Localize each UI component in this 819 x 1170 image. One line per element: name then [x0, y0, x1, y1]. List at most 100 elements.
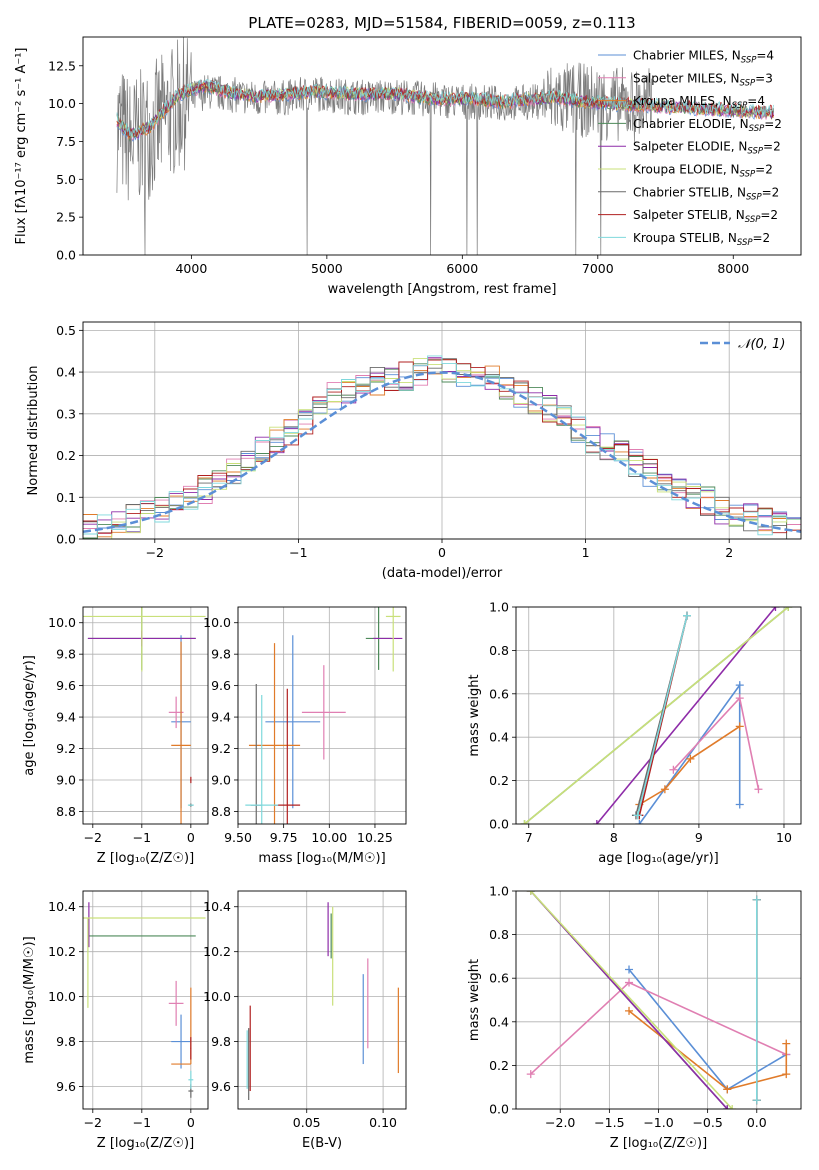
x-axis-label: Z [log₁₀(Z/Z☉)] [610, 1136, 707, 1151]
series-line [636, 615, 688, 816]
y-tick-label: 0.1 [56, 490, 76, 505]
y-tick-label: 10.2 [48, 944, 76, 959]
y-tick-label: 0.8 [489, 927, 509, 942]
y-tick-label: 0.0 [56, 532, 76, 547]
x-tick-label: 10.25 [357, 830, 393, 845]
series-marker [526, 1070, 535, 1079]
x-axis-label: wavelength [Angstrom, rest frame] [328, 282, 557, 297]
y-axis-label: mass weight [467, 959, 482, 1041]
spectrum-model-line [116, 79, 774, 139]
x-axis-label: Z [log₁₀(Z/Z☉)] [97, 851, 194, 866]
errorbar [171, 641, 191, 824]
errorbar [190, 1037, 192, 1060]
y-tick-label: 9.8 [56, 647, 76, 662]
errorbar [274, 688, 301, 824]
x-tick-label: 10 [776, 830, 792, 845]
y-tick-label: 0.6 [489, 686, 509, 701]
x-tick-label: −2 [84, 830, 102, 845]
panels: 4000 5000 6000 7000 80000.02.55.07.510.012.5… [14, 36, 802, 1151]
legend-label: Kroupa ELODIE, NSSP=2 [633, 163, 773, 180]
x-tick-label: 7 [525, 830, 533, 845]
axes-frame [82, 36, 802, 256]
x-tick-label: 8 [610, 830, 618, 845]
series-marker [625, 965, 634, 974]
x-tick-label: 10.00 [311, 830, 347, 845]
x-tick-label: 0.10 [369, 1115, 397, 1130]
x-tick-label: −0.5 [692, 1115, 722, 1130]
x-axis-label: age [log₁₀(age/yr)] [598, 851, 719, 866]
y-tick-label: 9.8 [211, 1034, 231, 1049]
errorbar [248, 643, 301, 824]
x-tick-label: 0.05 [293, 1115, 321, 1130]
plot-area-massweight-Z [526, 891, 791, 1109]
series-marker [728, 1105, 737, 1109]
y-tick-label: 10.0 [48, 96, 76, 111]
series-marker [735, 681, 744, 690]
errorbar [385, 607, 401, 672]
series-marker [520, 820, 529, 824]
plot-area-age-mass [245, 607, 403, 824]
series-marker [635, 820, 644, 824]
legend-label: 𝒩(0, 1) [738, 337, 785, 352]
axes-mass-EBV: 0.05 0.10 9.6 9.8 10.0 10.2 10.4 E(B-V) [203, 890, 407, 1151]
axes-frame [515, 606, 802, 825]
plot-area-spectrum [116, 37, 774, 255]
y-tick-label: 9.6 [211, 1079, 231, 1094]
axes-frame [515, 890, 802, 1110]
y-tick-label: 0.2 [489, 773, 509, 788]
x-axis-label: mass [log₁₀(M/M☉)] [258, 851, 385, 866]
series-marker [683, 611, 691, 620]
errorbar [190, 776, 192, 784]
series-line [638, 725, 741, 806]
errorbar [301, 665, 346, 760]
normal-curve [83, 371, 801, 533]
axes-frame [82, 606, 209, 825]
series-marker [686, 754, 695, 763]
x-tick-label: 0.0 [747, 1115, 767, 1130]
y-tick-label: 8.8 [56, 804, 76, 819]
y-axis-label: Flux [fλ10⁻¹⁷ erg cm⁻² s⁻¹ A⁻¹] [14, 48, 29, 245]
x-tick-label: 6000 [446, 261, 478, 276]
axes-mass-Z: −2 −1 0 9.6 9.8 10.0 10.2 10.4 Z [log₁₀(Z/Z☉)] ma… [22, 890, 209, 1151]
y-axis-label: mass weight [467, 674, 482, 756]
errorbar [168, 980, 184, 1026]
y-tick-label: 1.0 [489, 600, 509, 615]
y-tick-label: 10.0 [48, 615, 76, 630]
y-tick-label: 7.5 [56, 134, 76, 149]
x-tick-label: −1 [133, 830, 151, 845]
y-tick-label: 10.4 [48, 899, 76, 914]
series-marker [771, 607, 780, 611]
y-tick-label: 9.0 [211, 772, 231, 787]
x-tick-label: 1 [582, 545, 590, 560]
errorbar [83, 607, 206, 672]
y-tick-label: 0.4 [489, 1014, 509, 1029]
x-tick-label: −2 [146, 545, 164, 560]
legend-label: Kroupa STELIB, NSSP=2 [633, 231, 770, 248]
y-tick-label: 0.4 [56, 365, 76, 380]
legend-label: Chabrier MILES, NSSP=4 [633, 49, 774, 66]
y-tick-label: 1.0 [489, 884, 509, 899]
axes-frame [82, 890, 209, 1110]
y-tick-label: 0.0 [489, 1102, 509, 1117]
axes-frame [237, 606, 407, 825]
x-tick-label: 9.50 [224, 830, 252, 845]
y-tick-label: 10.2 [203, 944, 231, 959]
x-tick-label: 8000 [717, 261, 749, 276]
y-tick-label: 0.8 [489, 643, 509, 658]
x-tick-label: −2.0 [545, 1115, 575, 1130]
axes-spectrum: 4000 5000 6000 7000 8000 0.0 2.5 5.0 7.5 10.0 12.5… [14, 36, 802, 297]
y-tick-label: 9.4 [56, 710, 76, 725]
plot-area-massweight-age [520, 607, 793, 824]
errorbar [171, 1014, 191, 1069]
legend-label: Salpeter MILES, NSSP=3 [633, 71, 773, 88]
x-tick-label: 0 [187, 830, 195, 845]
x-axis-label: E(B-V) [302, 1136, 342, 1151]
plot-area-mass-Z [83, 902, 206, 1098]
axes-age-Z: −2 −1 0 8.8 9.0 9.2 9.4 9.6 9.8 10.0 Z [log₁₀(Z/Z☉… [22, 606, 209, 866]
x-axis-label: (data-model)/error [382, 566, 503, 581]
y-tick-label: 10.0 [203, 989, 231, 1004]
y-tick-label: 2.5 [56, 210, 76, 225]
y-tick-label: 10.4 [203, 899, 231, 914]
series-marker [592, 820, 601, 824]
